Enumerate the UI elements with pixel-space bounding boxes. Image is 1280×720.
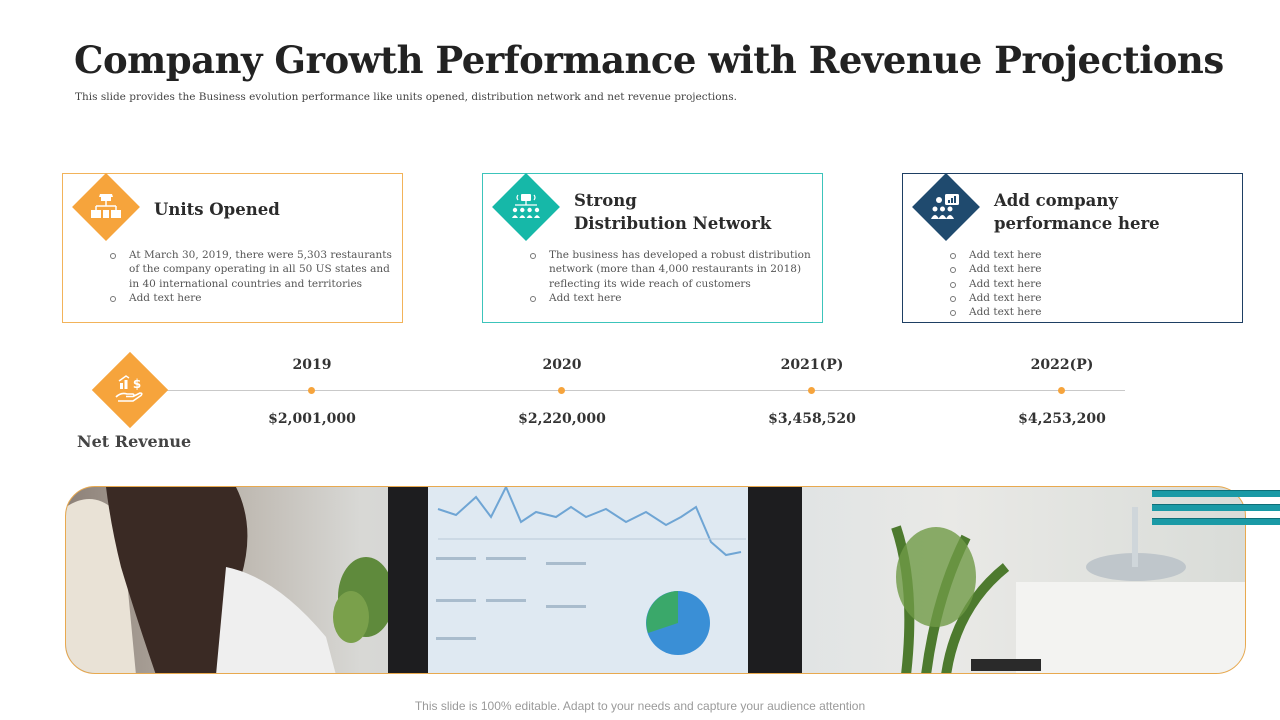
timeline-dot [1058,387,1065,394]
card-bullet-list: The business has developed a robust dist… [529,248,819,305]
distribution-network-icon [512,194,540,218]
timeline-year: 2020 [542,357,582,373]
svg-text:$: $ [133,377,141,391]
card-icon-badge [492,173,560,241]
card-icon-badge [912,173,980,241]
card-company-performance: Add company performance here Add text he… [902,173,1243,323]
card-icon-badge [72,173,140,241]
list-item: Add text here [949,262,1239,276]
page-subtitle: This slide provides the Business evoluti… [75,91,738,103]
timeline-year: 2019 [292,357,332,373]
decorative-stripes [1152,488,1280,528]
list-item: The business has developed a robust dist… [529,248,819,291]
timeline-dot [558,387,565,394]
team-presentation-icon [931,194,959,219]
list-item: Add text here [529,291,819,305]
list-item: Add text here [949,291,1239,305]
money-hand-icon: $ [115,375,143,402]
list-item: Add text here [949,277,1239,291]
card-title: Strong Distribution Network [574,191,772,233]
timeline-line [160,390,1125,391]
list-item: Add text here [109,291,399,305]
card-title: Units Opened [154,200,280,219]
card-bullet-list: Add text here Add text here Add text her… [949,248,1239,319]
list-item: Add text here [949,248,1239,262]
timeline-dot [808,387,815,394]
card-distribution-network: Strong Distribution Network The business… [482,173,823,323]
timeline-year: 2021(P) [780,357,844,373]
timeline-dot [308,387,315,394]
card-title: Add company performance here [994,191,1160,233]
timeline-year: 2022(P) [1030,357,1094,373]
timeline-value: $2,001,000 [268,411,356,427]
card-units-opened: Units Opened At March 30, 2019, there we… [62,173,403,323]
analytics-dashboard-photo [65,486,1246,674]
net-revenue-label: Net Revenue [77,432,192,451]
net-revenue-badge: $ [91,351,169,429]
list-item: At March 30, 2019, there were 5,303 rest… [109,248,399,291]
photo-illustration [66,487,1245,673]
page-title: Company Growth Performance with Revenue … [74,38,1224,82]
card-bullet-list: At March 30, 2019, there were 5,303 rest… [109,248,399,305]
footer-note: This slide is 100% editable. Adapt to yo… [414,699,866,713]
timeline-value: $3,458,520 [768,411,856,427]
store-network-icon [91,194,121,218]
list-item: Add text here [949,305,1239,319]
timeline-value: $2,220,000 [518,411,606,427]
timeline-value: $4,253,200 [1018,411,1106,427]
